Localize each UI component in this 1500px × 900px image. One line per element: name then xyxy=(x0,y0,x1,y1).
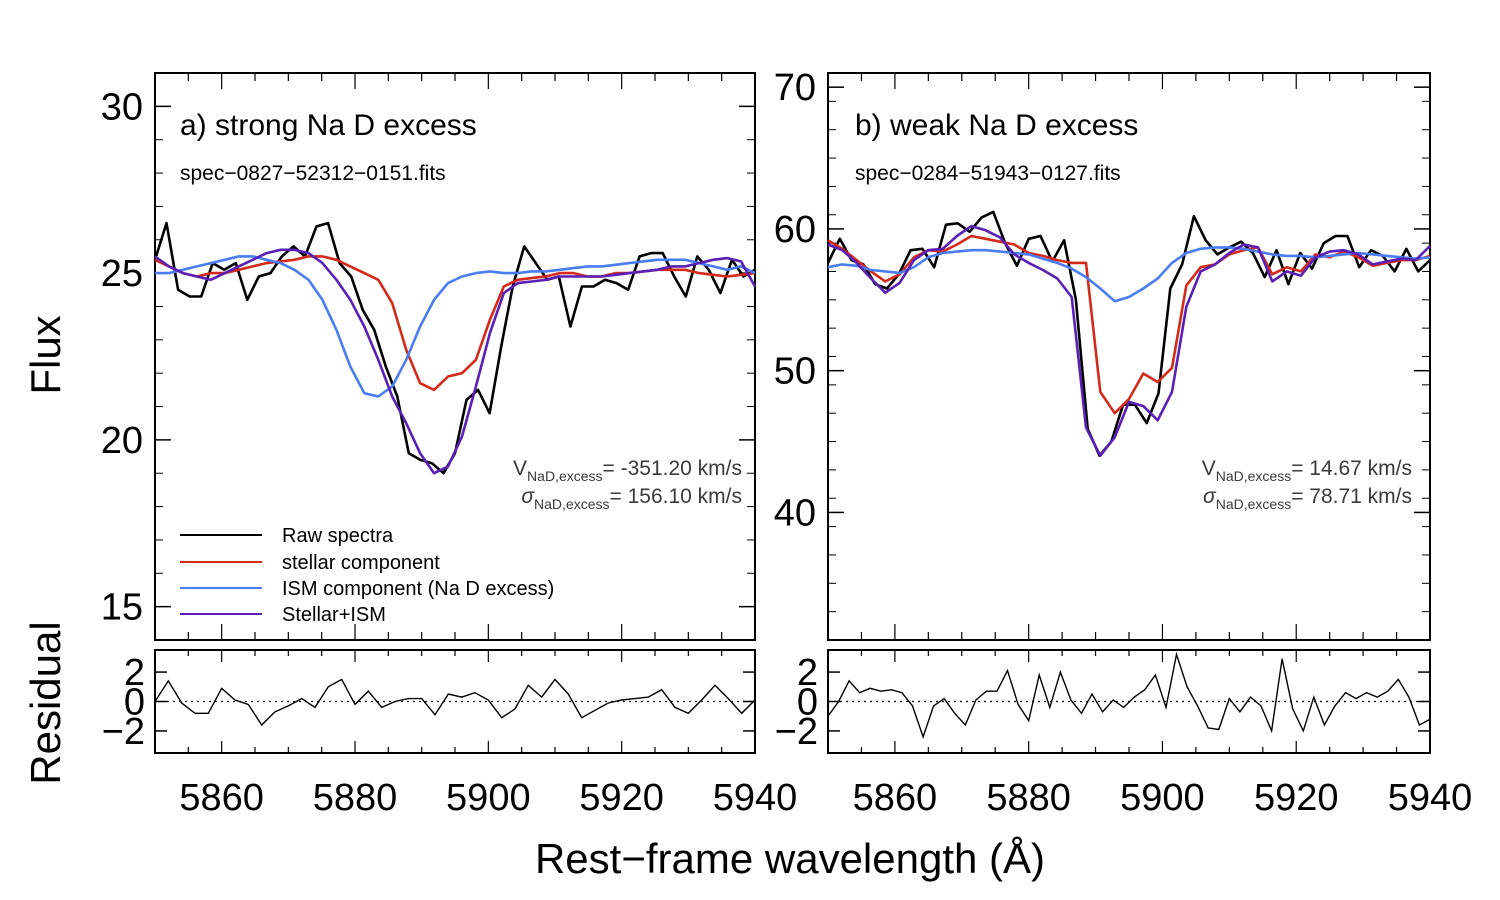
panel-a-series-residual xyxy=(154,678,756,727)
panel-b-xtick-label: 5900 xyxy=(1120,777,1205,819)
panel-a: 15 20 25 30 −202 5860 5880 5900 5920 5940 a) stro… xyxy=(101,72,798,819)
panel-b-flux-frame xyxy=(827,72,1431,641)
panel-a-ytick-label: 20 xyxy=(101,420,143,462)
panel-a-flux-frame xyxy=(154,72,756,641)
panel-b-ytick-label: 50 xyxy=(774,351,816,393)
panel-b-velocity-annotation: VNaD,excess= 14.67 km/s xyxy=(1202,457,1412,484)
panel-b-ytick-label: 60 xyxy=(774,209,816,251)
panel-b-filename: spec−0284−51943−0127.fits xyxy=(855,162,1121,185)
panel-b-ytick-label: 70 xyxy=(774,67,816,109)
panel-a-ytick-label: 15 xyxy=(101,587,143,629)
panel-b-xtick-label: 5940 xyxy=(1388,777,1473,819)
legend-label-ism: ISM component (Na D excess) xyxy=(282,578,554,600)
panel-a-series-ism xyxy=(155,255,756,398)
panel-b-ytick-label: 40 xyxy=(774,492,816,534)
panel-a-xtick-label: 5860 xyxy=(179,777,264,819)
panel-a-ytick-label: 25 xyxy=(101,253,143,295)
legend: Raw spectra stellar component ISM compon… xyxy=(180,525,554,626)
panel-b-series-stellar xyxy=(827,234,1431,415)
panel-a-residual-ytick-label: 0 xyxy=(124,682,145,724)
panel-b-sigma-annotation: σNaD,excess= 78.71 km/s xyxy=(1203,485,1412,512)
panel-b-residual-ytick-label: −2 xyxy=(775,711,818,753)
panel-b: 40 50 60 70 −202 5860 5880 5900 5920 5940 b) weak… xyxy=(774,67,1473,819)
x-axis-label: Rest−frame wavelength (Å) xyxy=(535,835,1045,882)
legend-label-stellar: stellar component xyxy=(282,552,440,574)
panel-b-xtick-label: 5860 xyxy=(853,777,938,819)
panel-a-velocity-annotation: VNaD,excess= -351.20 km/s xyxy=(513,457,742,484)
panel-a-title: a) strong Na D excess xyxy=(180,109,477,142)
panel-b-xtick-label: 5880 xyxy=(986,777,1071,819)
panel-b-series-ism xyxy=(827,246,1431,303)
panel-b-residual-ytick-label: 0 xyxy=(797,682,818,724)
legend-label-raw: Raw spectra xyxy=(282,525,394,547)
panel-a-xtick-label: 5880 xyxy=(313,777,398,819)
legend-label-total: Stellar+ISM xyxy=(282,604,386,626)
panel-b-title: b) weak Na D excess xyxy=(855,109,1138,142)
panel-a-residual-ytick-label: −2 xyxy=(102,711,145,753)
panel-a-xtick-label: 5900 xyxy=(446,777,531,819)
panel-a-ytick-label: 30 xyxy=(101,86,143,128)
panel-b-xtick-label: 5920 xyxy=(1254,777,1339,819)
panel-a-filename: spec−0827−52312−0151.fits xyxy=(180,162,446,185)
y-axis-label-residual: Residual xyxy=(22,621,69,784)
panel-b-series-raw xyxy=(826,210,1431,458)
y-axis-label-flux: Flux xyxy=(22,315,69,394)
panel-b-residual-ytick-label: 2 xyxy=(797,652,818,694)
panel-a-sigma-annotation: σNaD,excess= 156.10 km/s xyxy=(521,485,742,512)
panel-a-residual-ytick-label: 2 xyxy=(124,652,145,694)
panel-b-series-residual xyxy=(827,651,1431,739)
panel-b-series-total xyxy=(827,224,1431,458)
panel-a-series-total xyxy=(154,248,757,475)
panel-a-xtick-label: 5940 xyxy=(713,777,798,819)
panel-a-series-stellar xyxy=(154,255,756,392)
panel-a-xtick-label: 5920 xyxy=(579,777,664,819)
